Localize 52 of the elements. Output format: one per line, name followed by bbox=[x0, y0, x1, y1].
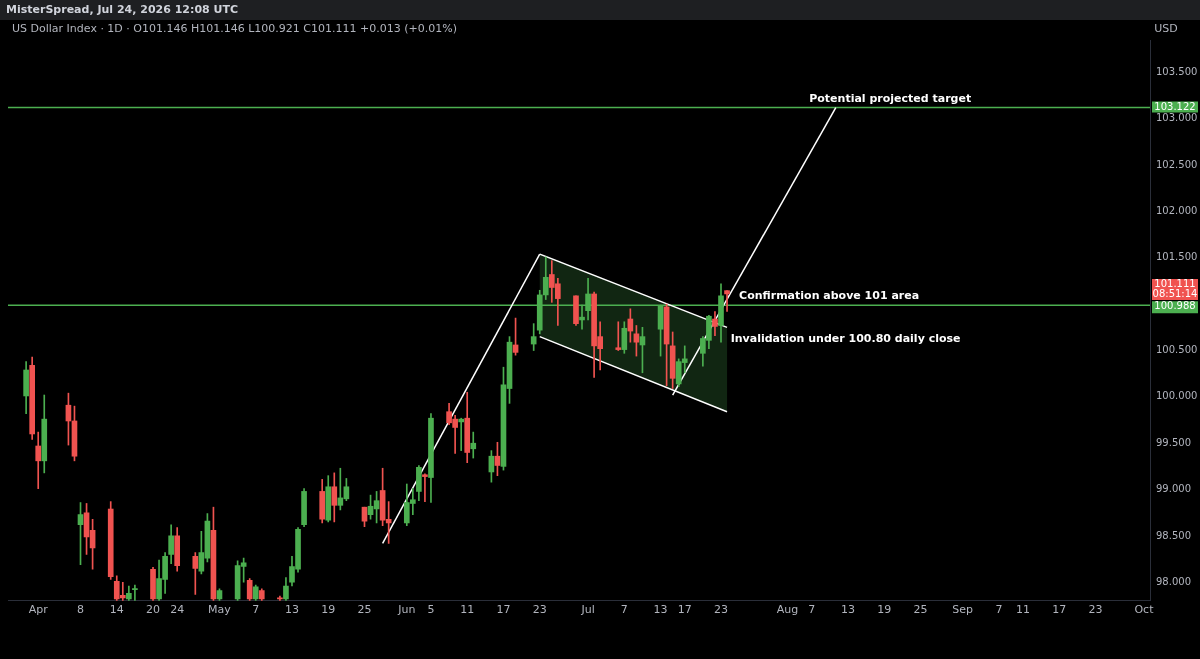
y-tick-label: 102.000 bbox=[1156, 205, 1198, 217]
y-tick-label: 100.500 bbox=[1156, 344, 1198, 356]
y-tick-label: 99.000 bbox=[1156, 483, 1191, 495]
ref-line-label: Confirmation above 101 area bbox=[739, 289, 920, 303]
x-tick-label: 7 bbox=[620, 603, 628, 617]
x-tick-label: 19 bbox=[877, 603, 892, 617]
x-tick-label: 5 bbox=[427, 603, 435, 617]
text: 103.122 bbox=[1154, 100, 1196, 112]
x-tick-label: 19 bbox=[321, 603, 336, 617]
x-tick-label: Jul bbox=[580, 603, 595, 617]
x-tick-label: 17 bbox=[677, 603, 692, 617]
x-tick-label: Oct bbox=[1134, 603, 1155, 617]
x-tick-label: 20 bbox=[146, 603, 161, 617]
annotation: Invalidation under 100.80 daily close bbox=[730, 332, 961, 346]
y-tick-label: 102.500 bbox=[1156, 158, 1198, 170]
x-tick-label: 11 bbox=[460, 603, 475, 617]
x-tick-label: Jun bbox=[397, 603, 416, 617]
chart-title: MisterSpread, Jul 24, 2026 12:08 UTC bbox=[0, 0, 1200, 20]
x-tick-label: Sep bbox=[952, 603, 974, 617]
x-tick-label: 17 bbox=[496, 603, 511, 617]
text: 101.111 bbox=[1154, 277, 1196, 289]
x-tick-label: 17 bbox=[1052, 603, 1067, 617]
x-tick-label: May bbox=[208, 603, 232, 617]
x-tick-label: 23 bbox=[713, 603, 728, 617]
x-tick-label: 24 bbox=[170, 603, 185, 617]
x-tick-label: 23 bbox=[532, 603, 547, 617]
y-tick-label: 98.500 bbox=[1156, 529, 1191, 541]
x-tick-label: 13 bbox=[840, 603, 855, 617]
ref-line-label: Potential projected target bbox=[809, 92, 972, 106]
x-tick-label: Apr bbox=[28, 603, 49, 617]
x-tick-label: 13 bbox=[653, 603, 668, 617]
x-tick-label: 7 bbox=[808, 603, 816, 617]
y-tick-label: 100.000 bbox=[1156, 390, 1198, 402]
x-tick-label: 7 bbox=[995, 603, 1003, 617]
y-tick-label: 99.500 bbox=[1156, 436, 1191, 448]
chart-subtitle: US Dollar Index · 1D · O101.146 H101.146 L100.921 C101.111 +0.013 (+0.01%) bbox=[12, 21, 457, 35]
y-tick-label: 103.500 bbox=[1156, 66, 1198, 78]
x-tick-label: 25 bbox=[913, 603, 928, 617]
x-tick-label: 25 bbox=[357, 603, 372, 617]
x-tick-label: 11 bbox=[1016, 603, 1031, 617]
x-tick-label: 7 bbox=[252, 603, 260, 617]
x-tick-label: 23 bbox=[1088, 603, 1103, 617]
text: 100.988 bbox=[1154, 300, 1196, 312]
y-tick-label: 98.000 bbox=[1156, 575, 1191, 587]
text: 08:51:14 bbox=[1152, 287, 1198, 299]
y-tick-label: 103.000 bbox=[1156, 112, 1198, 124]
x-tick-label: 13 bbox=[284, 603, 299, 617]
y-tick-label: 101.500 bbox=[1156, 251, 1198, 263]
x-tick-label: 14 bbox=[109, 603, 124, 617]
y-axis-title: USD bbox=[1154, 21, 1178, 35]
x-tick-label: Aug bbox=[776, 603, 799, 617]
x-tick-label: 8 bbox=[77, 603, 85, 617]
